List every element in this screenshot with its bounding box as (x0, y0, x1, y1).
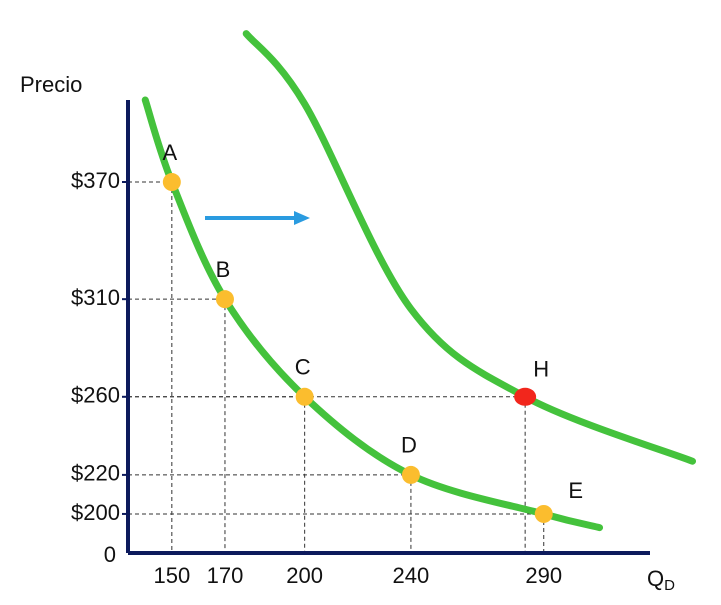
point (215, 290, 234, 309)
y-tick-label: $220 (71, 461, 120, 486)
x-tick-label: 150 (153, 563, 190, 588)
point (514, 387, 537, 406)
y-tick-label: $370 (71, 168, 120, 193)
x-tick-label: 290 (525, 563, 562, 588)
point (295, 387, 314, 406)
point (534, 504, 553, 523)
x-tick-label: 200 (286, 563, 323, 588)
point (162, 173, 181, 192)
point-label: D (401, 433, 417, 458)
x-tick-label: 170 (207, 563, 244, 588)
point-label: E (568, 478, 583, 503)
guides (128, 181, 545, 553)
x-axis-title: QD (647, 566, 675, 594)
y-tick-label: $200 (71, 500, 120, 525)
point-label: H (533, 357, 549, 382)
point-label: A (162, 140, 177, 165)
shift-arrow-head (294, 211, 310, 225)
demand-curve (242, 30, 697, 465)
y-tick-label: $310 (71, 285, 120, 310)
x-axis-title-main: Q (647, 566, 664, 591)
y-axis-title: Precio (20, 72, 82, 97)
point-label: B (216, 257, 231, 282)
demand-curve (141, 96, 604, 532)
origin-label: 0 (104, 542, 116, 567)
point-label: C (295, 355, 311, 380)
point (401, 465, 420, 484)
x-axis-title-sub: D (664, 577, 675, 594)
x-tick-label: 240 (393, 563, 430, 588)
y-tick-label: $260 (71, 383, 120, 408)
